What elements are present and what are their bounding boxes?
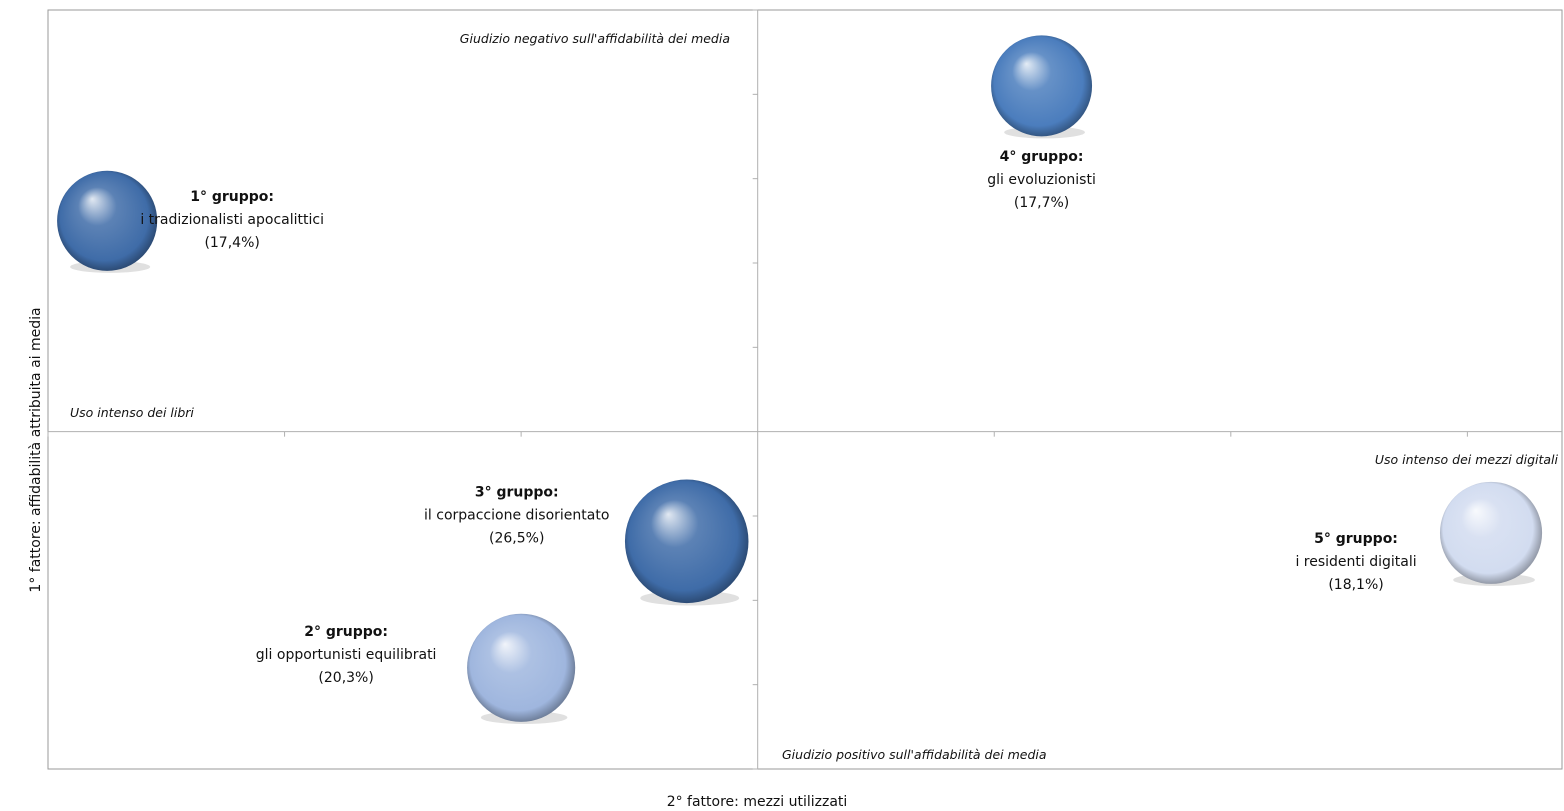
bubble-labels: 1° gruppo: i tradizionalisti apocalittici…: [140, 149, 1416, 686]
bubble-label-pct: (17,4%): [204, 235, 259, 251]
annotation-left: Uso intenso dei libri: [70, 405, 194, 420]
x-axis-title: 2° fattore: mezzi utilizzati: [667, 794, 848, 810]
bubble-group-4: [467, 613, 576, 722]
bubble-label-pct: (17,7%): [1014, 195, 1069, 211]
bubble-label-title: 4° gruppo:: [1000, 149, 1084, 165]
bubble-label-title: 2° gruppo:: [304, 624, 388, 640]
plot-frame: [47, 9, 1563, 770]
bubble-group-1: [57, 170, 158, 271]
axes: [47, 9, 1562, 770]
bubble-label-name: i residenti digitali: [1295, 554, 1416, 570]
y-axis-title: 1° fattore: affidabilità attribuita ai m…: [28, 307, 44, 592]
bubble-label-title: 3° gruppo:: [475, 484, 559, 500]
bubble-label-name: i tradizionalisti apocalittici: [140, 212, 324, 228]
bubble-label-name: il corpaccione disorientato: [424, 507, 609, 523]
bubble-group-3: [624, 479, 749, 604]
bubble-label-name: gli evoluzionisti: [987, 172, 1096, 188]
bubbles: [57, 35, 1543, 725]
bubble-label-pct: (18,1%): [1328, 577, 1383, 593]
bubble-label-name: gli opportunisti equilibrati: [256, 647, 437, 663]
bubble-label-title: 1° gruppo:: [190, 189, 274, 205]
annotation-right: Uso intenso dei mezzi digitali: [1375, 452, 1559, 467]
bubble-label-title: 5° gruppo:: [1314, 531, 1398, 547]
bubble-label-pct: (20,3%): [318, 670, 373, 686]
bubble-group-2: [991, 35, 1093, 137]
bubble-group-5: [1439, 481, 1543, 584]
annotation-bottom: Giudizio positivo sull'affidabilità dei …: [782, 747, 1047, 762]
annotation-top: Giudizio negativo sull'affidabilità dei …: [460, 31, 730, 46]
bubble-label-pct: (26,5%): [489, 530, 544, 546]
